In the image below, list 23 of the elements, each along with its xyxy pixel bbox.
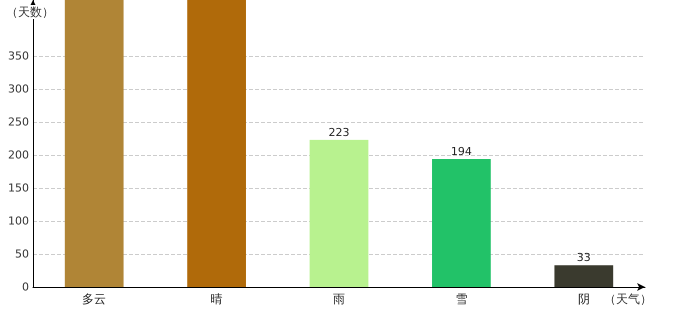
x-tick-label: 阴 <box>578 292 590 306</box>
bar <box>310 140 368 287</box>
bar <box>187 0 246 287</box>
bar <box>432 159 491 287</box>
data-label: 223 <box>328 126 350 139</box>
x-tick-label: 晴 <box>210 292 223 306</box>
y-tick-label: 100 <box>8 214 29 228</box>
y-tick-label: 300 <box>8 82 29 96</box>
x-tick-label: 多云 <box>82 292 106 306</box>
y-tick-label: 250 <box>8 116 29 129</box>
bar <box>554 265 614 287</box>
x-axis-title: （天气） <box>604 292 652 306</box>
y-tick-label: 150 <box>8 182 29 195</box>
y-tick-label: 200 <box>8 148 29 162</box>
bar <box>64 0 124 287</box>
y-tick-label: 350 <box>8 50 29 63</box>
y-tick-label: 0 <box>22 280 29 294</box>
data-label: 33 <box>576 251 591 264</box>
x-tick-label: 雪 <box>455 292 468 306</box>
y-axis-title: （天数） <box>6 5 54 19</box>
x-tick-label: 雨 <box>333 292 345 306</box>
data-label: 194 <box>450 145 472 158</box>
y-tick-label: 50 <box>15 248 29 261</box>
